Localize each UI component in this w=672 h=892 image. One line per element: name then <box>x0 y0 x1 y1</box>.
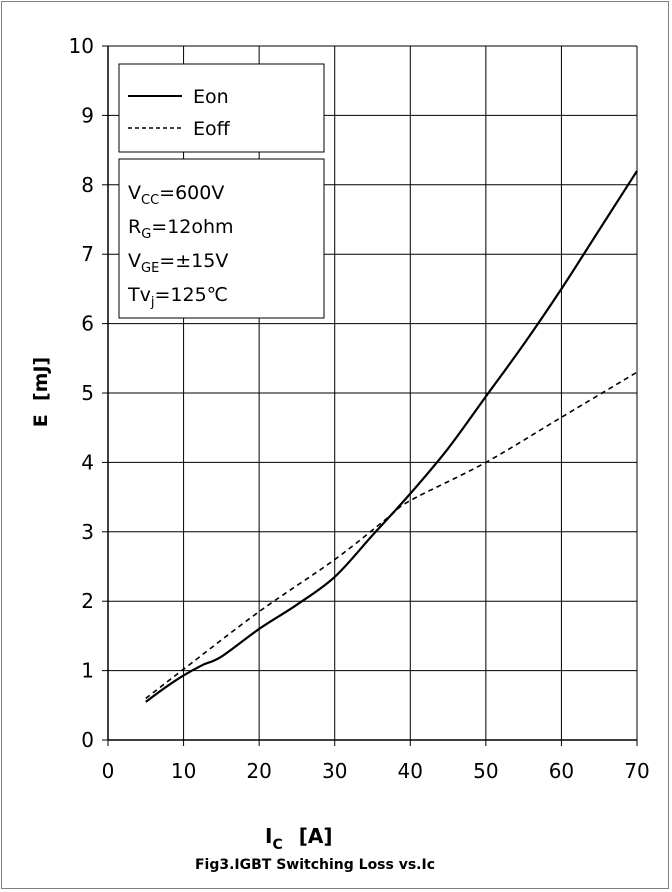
y-tick-label: 4 <box>81 450 94 474</box>
x-tick-label: 0 <box>102 759 115 783</box>
y-axis-label: E [mJ] <box>30 357 52 427</box>
series-layer <box>145 170 638 703</box>
conditions-frame <box>118 158 325 319</box>
series-eon-line <box>145 170 638 703</box>
x-tick-label: 20 <box>246 759 271 783</box>
y-tick-label: 9 <box>81 103 94 127</box>
x-tick-label: 10 <box>171 759 196 783</box>
x-axis-label-main: I <box>265 824 272 848</box>
x-axis-label-unit: [A] <box>299 824 333 848</box>
y-tick-label: 6 <box>81 312 94 336</box>
legend: Eon Eoff <box>118 63 325 153</box>
y-tick-label: 10 <box>69 34 94 58</box>
x-tick-label: 60 <box>549 759 574 783</box>
legend-box <box>118 63 325 153</box>
x-tick-label: 40 <box>398 759 423 783</box>
x-axis-label: IC [A] <box>265 824 333 853</box>
legend-eoff-label: Eoff <box>193 118 231 140</box>
condition-line: VCC=600V <box>128 182 224 208</box>
chart-title: Fig3.IGBT Switching Loss vs.Ic <box>195 857 435 873</box>
y-tick-label: 7 <box>81 242 94 266</box>
tick-labels: 0 1 2 3 4 5 6 7 8 9 10 0 10 20 30 40 50 60 70 <box>69 34 650 783</box>
y-tick-label: 1 <box>81 659 94 683</box>
conditions-box: VCC=600V RG=12ohm VGE=±15V Tvj=125℃ <box>118 158 325 319</box>
x-tick-label: 70 <box>624 759 649 783</box>
y-tick-label: 3 <box>81 520 94 544</box>
y-tick-label: 2 <box>81 589 94 613</box>
y-tick-label: 5 <box>81 381 94 405</box>
x-tick-label: 50 <box>473 759 498 783</box>
series-eoff-line <box>145 371 638 699</box>
condition-line: VGE=±15V <box>128 250 228 276</box>
y-tick-label: 8 <box>81 173 94 197</box>
condition-line: RG=12ohm <box>128 216 234 242</box>
x-axis-label-sub: C <box>272 837 282 853</box>
legend-eon-label: Eon <box>193 86 229 108</box>
y-tick-label: 0 <box>81 728 94 752</box>
x-tick-label: 30 <box>322 759 347 783</box>
condition-line: Tvj=125℃ <box>127 284 228 310</box>
